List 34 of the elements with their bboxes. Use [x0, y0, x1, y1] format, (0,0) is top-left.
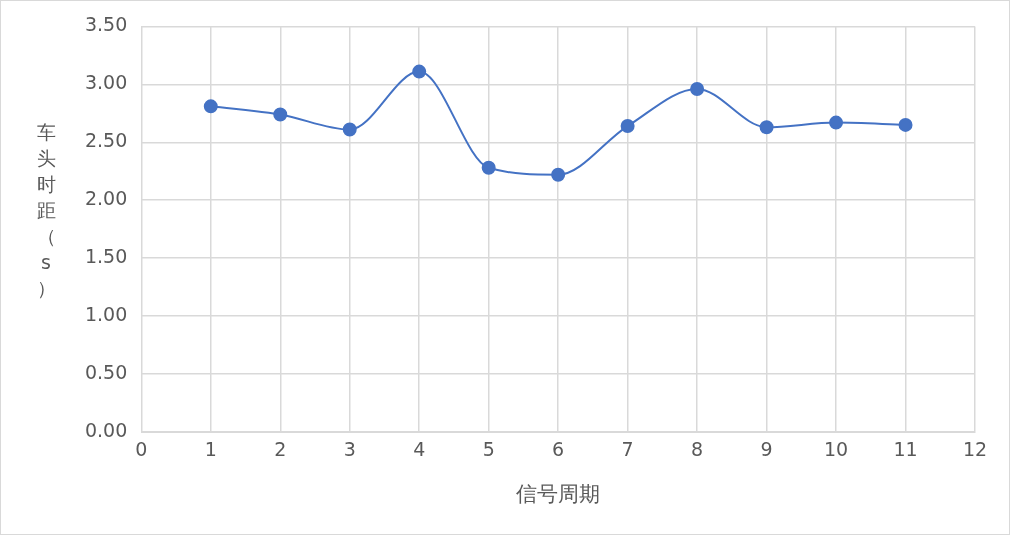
y-tick-label: 2.00: [84, 187, 128, 210]
x-tick-label: 9: [760, 438, 773, 461]
x-tick-label: 8: [691, 438, 704, 461]
y-tick-label: 3.00: [84, 71, 128, 94]
point: [690, 81, 705, 96]
point: [898, 117, 913, 132]
point: [273, 107, 288, 122]
x-tick-label: 4: [413, 438, 426, 461]
point: [551, 167, 566, 182]
point: [620, 119, 635, 134]
y-tick-label: 1.50: [84, 245, 128, 268]
point: [759, 120, 774, 135]
y-axis-title: 车头时距（s）: [35, 120, 57, 301]
x-axis-title: 信号周期: [516, 481, 601, 506]
point: [412, 64, 427, 79]
x-tick-label: 1: [204, 438, 217, 461]
point: [481, 160, 496, 175]
x-tick-label: 0: [135, 438, 148, 461]
point: [829, 115, 844, 130]
y-tick-label: 3.50: [84, 13, 128, 36]
x-tick-label: 7: [621, 438, 634, 461]
x-tick-label: 10: [823, 438, 849, 461]
y-tick-label: 0.50: [84, 360, 128, 383]
x-tick-label: 11: [893, 438, 918, 461]
y-tick-label: 1.00: [84, 303, 128, 326]
point: [203, 99, 218, 114]
x-tick-label: 5: [482, 438, 495, 461]
y-tick-label: 2.50: [84, 129, 128, 152]
x-tick-label: 6: [552, 438, 565, 461]
x-tick-label: 2: [274, 438, 287, 461]
x-tick-label: 12: [962, 438, 988, 461]
x-tick-label: 3: [343, 438, 356, 461]
point: [342, 122, 357, 137]
y-tick-label: 0.00: [84, 418, 128, 441]
